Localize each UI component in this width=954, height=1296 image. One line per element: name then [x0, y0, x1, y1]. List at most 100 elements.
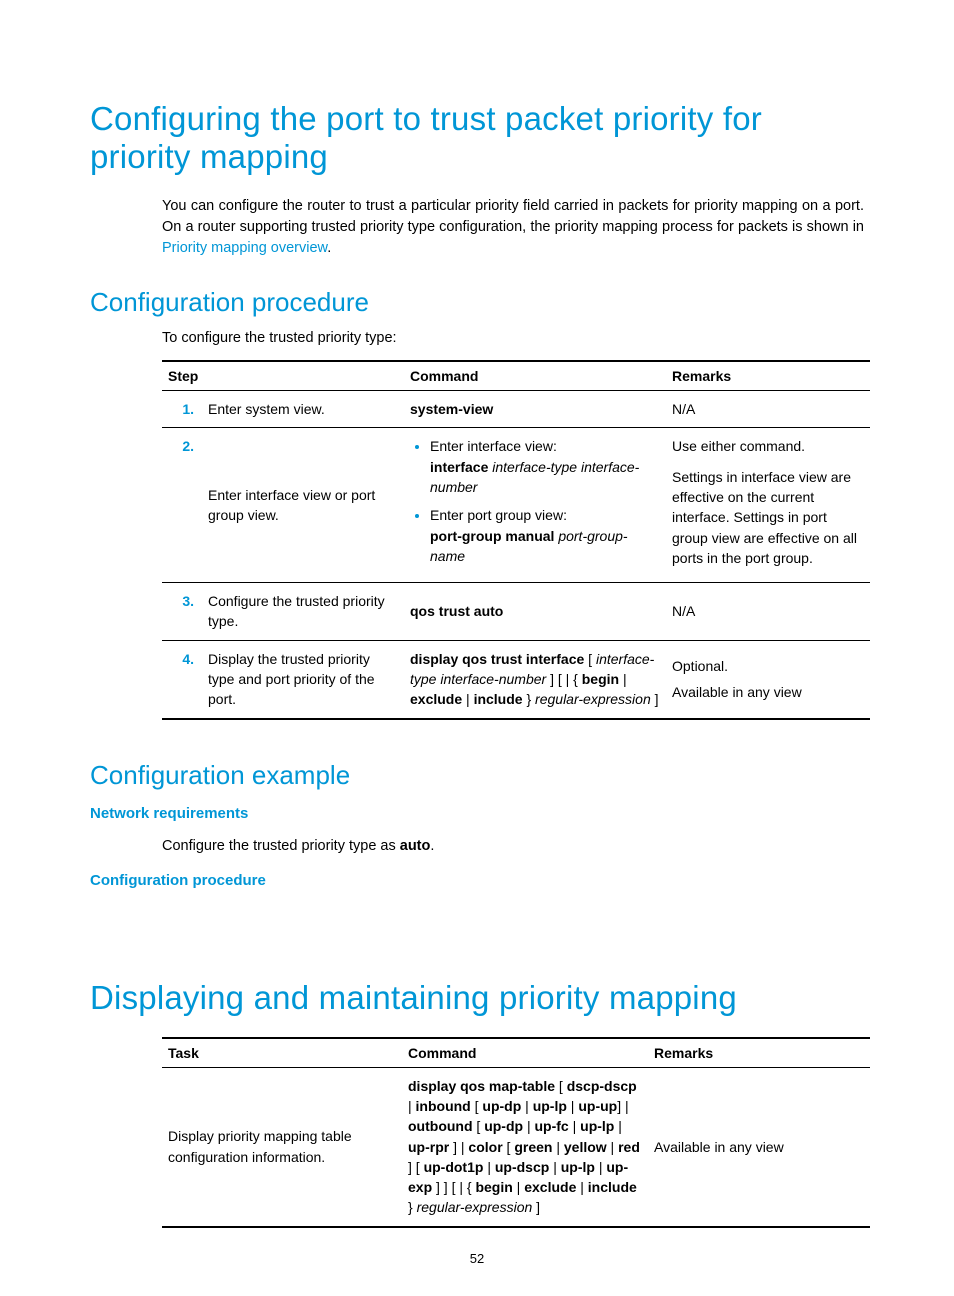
cmd-bold: dscp-dscp — [567, 1078, 637, 1094]
intro-paragraph: You can configure the router to trust a … — [162, 196, 864, 259]
table-row: 4. Display the trusted priority type and… — [162, 640, 870, 718]
cmd-italic: regular-expression — [535, 691, 651, 707]
cmd-italic: regular-expression — [417, 1199, 533, 1215]
priority-mapping-overview-link[interactable]: Priority mapping overview — [162, 240, 327, 256]
remark-line: Use either command. — [672, 436, 864, 456]
step-remark: Optional. Available in any view — [666, 640, 870, 718]
bullet-lead: Enter interface view: — [430, 438, 557, 454]
cmd-bold: inbound — [416, 1098, 471, 1114]
cmd-bold: up-dp — [482, 1098, 521, 1114]
cmd-bold: begin — [582, 671, 619, 687]
step-command: display qos trust interface [ interface-… — [404, 640, 666, 718]
heading-3-config-proc: Configuration procedure — [90, 872, 864, 889]
cmd-plain: [ — [471, 1098, 483, 1114]
bullet-item: Enter interface view: interface interfac… — [430, 436, 660, 497]
remark-line: Optional. — [672, 656, 864, 676]
example-bold: auto — [400, 838, 431, 854]
example-post: . — [430, 838, 434, 854]
cmd-bold: yellow — [564, 1139, 607, 1155]
th-command: Command — [402, 1038, 648, 1068]
bullet-lead: Enter port group view: — [430, 507, 567, 523]
cmd-bold: outbound — [408, 1118, 473, 1134]
heading-2-config-procedure: Configuration procedure — [90, 287, 864, 318]
cmd-bold: qos trust auto — [410, 603, 503, 619]
cmd-plain: [ — [503, 1139, 515, 1155]
cmd-plain: } — [523, 691, 535, 707]
cmd-bold: interface — [430, 459, 488, 475]
cmd-bold: display qos trust interface — [410, 651, 584, 667]
example-pre: Configure the trusted priority type as — [162, 838, 400, 854]
display-table: Task Command Remarks Display priority ma… — [162, 1037, 870, 1228]
intro-text-pre: You can configure the router to trust a … — [162, 198, 864, 235]
cmd-plain: | — [513, 1179, 524, 1195]
cmd-bold: up-up — [578, 1098, 617, 1114]
bullet-item: Enter port group view: port-group manual… — [430, 505, 660, 566]
cmd-bold: up-fc — [535, 1118, 569, 1134]
cmd-plain: ] [ | { — [546, 671, 582, 687]
step-desc: Configure the trusted priority type. — [202, 583, 404, 641]
table-row: 1. Enter system view. system-view N/A — [162, 391, 870, 428]
th-step: Step — [162, 361, 404, 391]
cmd-plain: } — [408, 1199, 417, 1215]
step-number: 1. — [162, 391, 202, 428]
cmd-bold: include — [588, 1179, 637, 1195]
cmd-bold: up-dscp — [495, 1159, 549, 1175]
step-remark: N/A — [666, 391, 870, 428]
heading-3-network-req: Network requirements — [90, 805, 864, 822]
intro-text-post: . — [327, 240, 331, 256]
cmd-plain: | — [607, 1139, 618, 1155]
lead-text: To configure the trusted priority type: — [162, 330, 864, 346]
config-procedure-table: Step Command Remarks 1. Enter system vie… — [162, 360, 870, 720]
remark-line: Available in any view — [672, 682, 864, 702]
cmd-bold: display qos map-table — [408, 1078, 555, 1094]
heading-2-config-example: Configuration example — [90, 760, 864, 791]
table-row: Display priority mapping table configura… — [162, 1067, 870, 1227]
heading-1-configure-port: Configuring the port to trust packet pri… — [90, 100, 864, 176]
cmd-plain: ] ] [ | { — [432, 1179, 475, 1195]
remark-line: Settings in interface view are effective… — [672, 467, 864, 568]
cmd-bold: up-lp — [561, 1159, 595, 1175]
page-number: 52 — [0, 1251, 954, 1266]
cmd-bold: begin — [475, 1179, 512, 1195]
cmd-bold: up-lp — [580, 1118, 614, 1134]
step-remark: N/A — [666, 583, 870, 641]
cmd-plain: | — [483, 1159, 494, 1175]
cmd-bold: up-dp — [484, 1118, 523, 1134]
cmd-bold: include — [474, 691, 523, 707]
cmd-bold: red — [618, 1139, 640, 1155]
example-text: Configure the trusted priority type as a… — [162, 836, 864, 857]
step-desc: Display the trusted priority type and po… — [202, 640, 404, 718]
cmd-bold: exclude — [524, 1179, 576, 1195]
cmd-bold: system-view — [410, 401, 493, 417]
cmd-plain: | — [523, 1118, 534, 1134]
step-number: 4. — [162, 640, 202, 718]
cmd-plain: | — [595, 1159, 606, 1175]
cmd-bold: up-dot1p — [424, 1159, 484, 1175]
th-command: Command — [404, 361, 666, 391]
table-row: 3. Configure the trusted priority type. … — [162, 583, 870, 641]
cmd-plain: ] | — [617, 1098, 628, 1114]
step-number: 3. — [162, 583, 202, 641]
cmd-plain: [ — [473, 1118, 485, 1134]
step-number: 2. — [162, 428, 202, 583]
cmd-bold: port-group manual — [430, 528, 554, 544]
cmd-plain: | — [619, 671, 627, 687]
cmd-bold: color — [468, 1139, 502, 1155]
th-remarks: Remarks — [648, 1038, 870, 1068]
cmd-bold: up-rpr — [408, 1139, 449, 1155]
step-desc: Enter interface view or port group view. — [202, 428, 404, 583]
step-command: qos trust auto — [404, 583, 666, 641]
cmd-plain: | — [552, 1139, 563, 1155]
cmd-plain: ] [ — [408, 1159, 424, 1175]
cmd-plain: | — [549, 1159, 560, 1175]
cmd-plain: | — [569, 1118, 580, 1134]
cmd-plain: ] — [532, 1199, 540, 1215]
table-row: 2. Enter interface view or port group vi… — [162, 428, 870, 583]
cmd-plain: | — [614, 1118, 622, 1134]
cmd-bold: green — [514, 1139, 552, 1155]
step-command: system-view — [404, 391, 666, 428]
document-page: Configuring the port to trust packet pri… — [0, 0, 954, 1296]
cmd-plain: [ — [584, 651, 596, 667]
cmd-plain: [ — [555, 1078, 567, 1094]
th-task: Task — [162, 1038, 402, 1068]
